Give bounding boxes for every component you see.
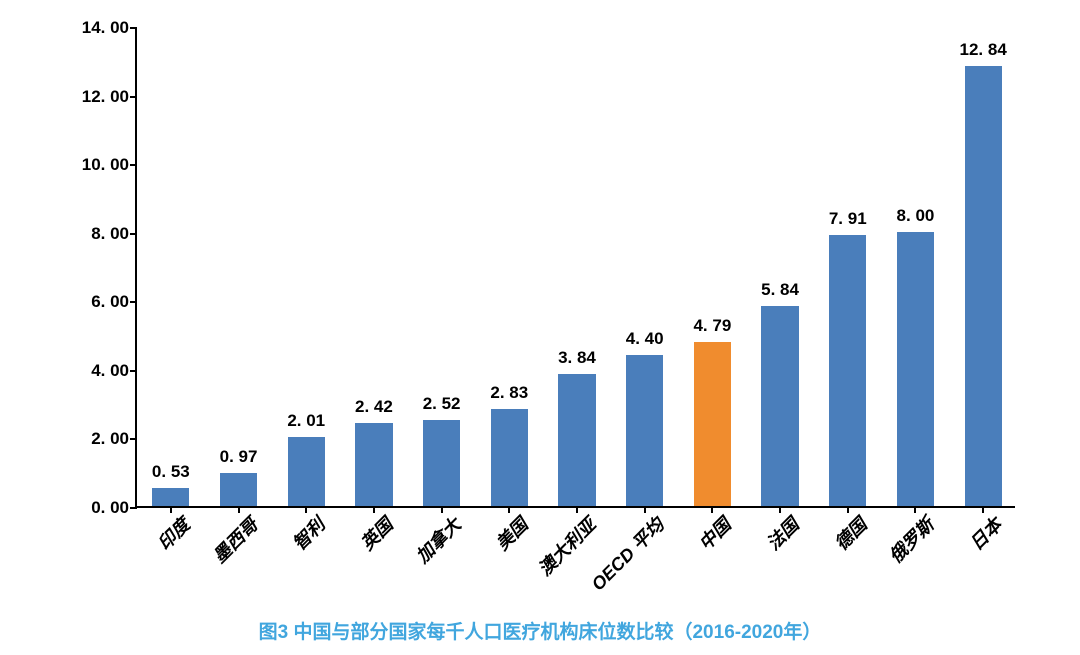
bar: 8. 00 xyxy=(897,232,934,506)
bar: 12. 84 xyxy=(965,66,1002,506)
bar: 7. 91 xyxy=(829,235,866,506)
bar: 2. 01 xyxy=(288,437,325,506)
y-tick-label: 10. 00 xyxy=(82,155,137,175)
x-tick-label: 德国 xyxy=(822,506,871,555)
chart-caption: 图3 中国与部分国家每千人口医疗机构床位数比较（2016-2020年） xyxy=(0,617,1080,644)
bar-value-label: 4. 79 xyxy=(693,316,731,342)
x-tick-label: 法国 xyxy=(755,506,804,555)
page: 0. 00 2. 00 4. 00 6. 00 8. 00 10. 00 12. 00 14.… xyxy=(0,0,1080,655)
x-tick-label: 中国 xyxy=(687,506,736,555)
bar-value-label: 2. 83 xyxy=(490,383,528,409)
x-tick-label: 加拿大 xyxy=(403,506,465,568)
bar: 0. 97 xyxy=(220,473,257,506)
bar-value-label: 5. 84 xyxy=(761,280,799,306)
y-tick-label: 12. 00 xyxy=(82,87,137,107)
bar-value-label: 0. 97 xyxy=(220,447,258,473)
y-tick-label: 2. 00 xyxy=(91,429,137,449)
bar: 4. 40 xyxy=(626,355,663,506)
bar-value-label: 8. 00 xyxy=(897,206,935,232)
bar-value-label: 2. 01 xyxy=(287,411,325,437)
x-tick-label: 墨西哥 xyxy=(200,506,262,568)
bar: 3. 84 xyxy=(558,374,595,506)
bar-value-label: 12. 84 xyxy=(960,40,1007,66)
bar: 2. 42 xyxy=(355,423,392,506)
bar-chart: 0. 002. 004. 006. 008. 0010. 0012. 0014.… xyxy=(135,28,1015,508)
bar-value-label: 2. 52 xyxy=(423,394,461,420)
bar-value-label: 0. 53 xyxy=(152,462,190,488)
bar: 2. 52 xyxy=(423,420,460,506)
x-tick-label: OECD 平均 xyxy=(579,506,669,596)
bar-value-label: 4. 40 xyxy=(626,329,664,355)
x-tick-label: 俄罗斯 xyxy=(877,506,939,568)
y-tick-label: 4. 00 xyxy=(91,361,137,381)
bar-value-label: 7. 91 xyxy=(829,209,867,235)
x-tick-label: 印度 xyxy=(145,506,194,555)
y-tick-label: 8. 00 xyxy=(91,224,137,244)
bar-value-label: 2. 42 xyxy=(355,397,393,423)
x-tick-label: 英国 xyxy=(348,506,397,555)
bar: 2. 83 xyxy=(491,409,528,506)
x-tick-label: 日本 xyxy=(958,506,1007,555)
bar-value-label: 3. 84 xyxy=(558,348,596,374)
bar: 4. 79 xyxy=(694,342,731,506)
y-tick-label: 14. 00 xyxy=(82,18,137,38)
x-tick-label: 美国 xyxy=(484,506,533,555)
y-tick-label: 0. 00 xyxy=(91,498,137,518)
bar: 0. 53 xyxy=(152,488,189,506)
y-tick-label: 6. 00 xyxy=(91,292,137,312)
bar: 5. 84 xyxy=(761,306,798,506)
x-tick-label: 智利 xyxy=(281,506,330,555)
